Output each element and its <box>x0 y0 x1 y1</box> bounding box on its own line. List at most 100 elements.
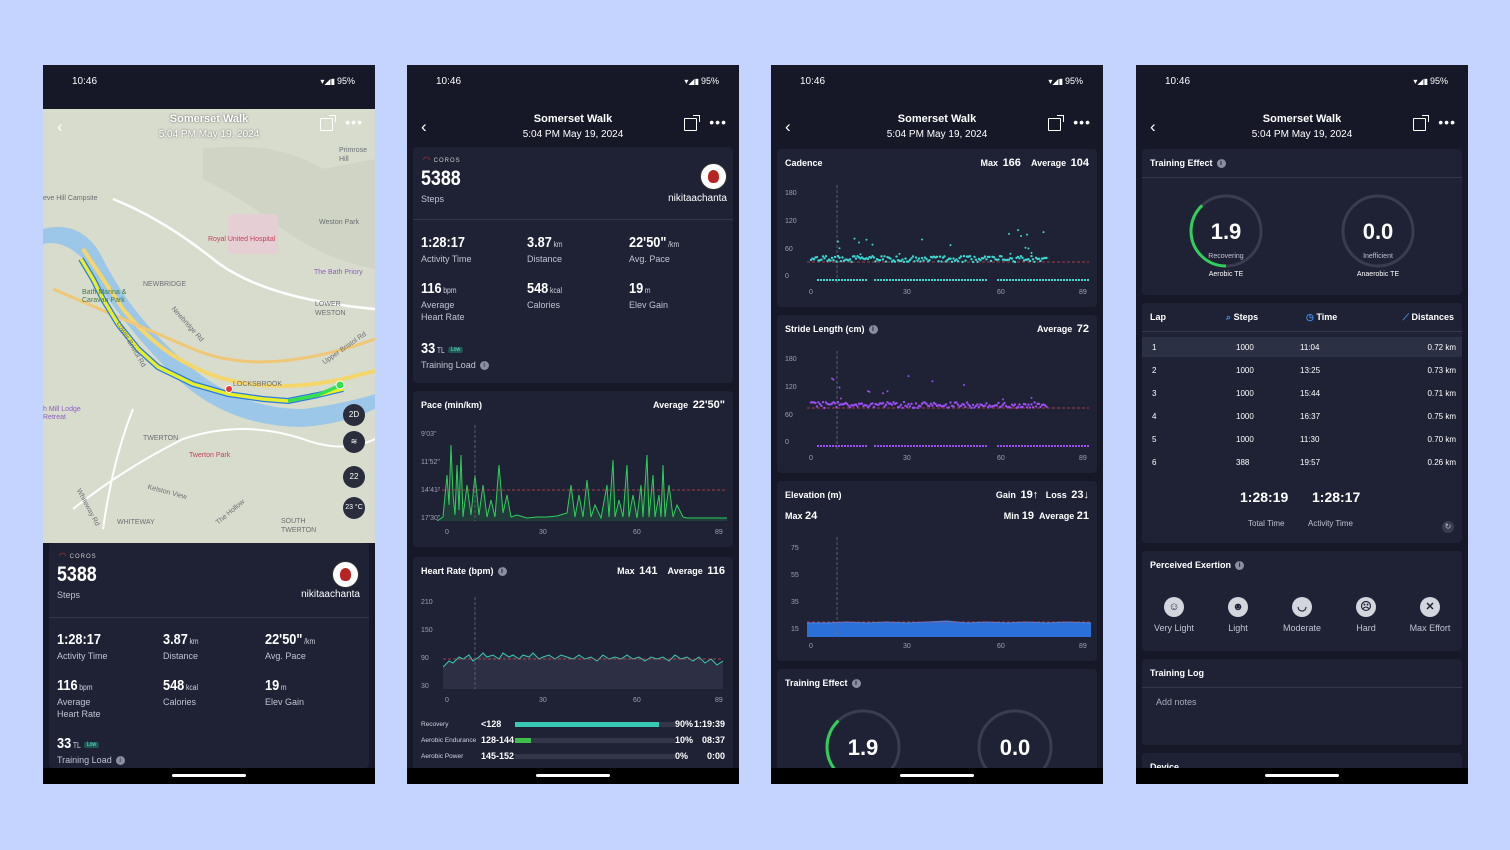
zero-point <box>997 279 999 281</box>
exertion-label: Moderate <box>1282 623 1322 633</box>
zero-point <box>820 445 822 447</box>
zero-point <box>997 445 999 447</box>
x-tick: 30 <box>903 455 911 462</box>
zero-point <box>1051 279 1053 281</box>
data-point <box>1031 258 1035 261</box>
zero-point <box>1084 279 1086 281</box>
zero-point <box>1000 445 1002 447</box>
share-icon[interactable] <box>320 115 336 131</box>
table-row[interactable]: 1 1000 11:04 0.72 km <box>1142 337 1462 357</box>
zero-point <box>1087 445 1089 447</box>
data-point <box>958 256 961 260</box>
layers-button[interactable]: ≋ <box>343 431 365 453</box>
status-icons: ▾◢▮ 95% <box>1413 76 1448 86</box>
route-map[interactable]: eve Hill Campsite Primrose Hill Royal Un… <box>43 109 375 543</box>
refresh-icon[interactable]: ↻ <box>1442 521 1454 533</box>
data-point <box>832 258 835 262</box>
y-tick: 55 <box>791 572 799 579</box>
lap-number: 6 <box>1152 458 1157 467</box>
zero-point <box>979 279 981 281</box>
tab-distances[interactable]: ⟋ Distances <box>1402 312 1454 322</box>
data-point <box>1013 260 1017 264</box>
heart-rate-map-button[interactable]: 22 <box>343 466 365 488</box>
table-row[interactable]: 3 1000 15:44 0.71 km <box>1142 383 1462 403</box>
zero-point <box>937 445 939 447</box>
table-row[interactable]: 5 1000 11:30 0.70 km <box>1142 429 1462 449</box>
steps-value: 5388 <box>57 563 97 586</box>
info-icon[interactable]: i <box>479 361 489 370</box>
data-point <box>878 259 882 262</box>
zero-point <box>892 445 894 447</box>
tab-steps[interactable]: ⌕ Steps <box>1226 312 1259 322</box>
info-icon[interactable]: i <box>115 756 125 765</box>
avatar[interactable] <box>700 163 727 190</box>
zero-point <box>1078 279 1080 281</box>
view-2d-button[interactable]: 2D <box>343 404 365 426</box>
data-point <box>908 258 912 262</box>
info-icon[interactable]: i <box>1235 561 1245 570</box>
zero-point <box>1066 279 1068 281</box>
zero-point <box>1018 279 1020 281</box>
map-label: Twerton Park <box>189 452 231 459</box>
y-tick: 14'41" <box>421 487 441 494</box>
share-icon[interactable] <box>684 115 700 131</box>
training-notes-input[interactable]: Add notes <box>1156 697 1197 707</box>
back-icon[interactable]: ‹ <box>421 117 427 136</box>
data-point <box>931 380 934 383</box>
battery-percent: 95% <box>700 76 719 86</box>
pace-series-line <box>437 444 727 521</box>
table-row[interactable]: 6 388 19:57 0.26 km <box>1142 452 1462 472</box>
table-row[interactable]: 2 1000 13:25 0.73 km <box>1142 360 1462 380</box>
data-point <box>829 259 832 262</box>
zone-bar-track <box>515 722 675 727</box>
zero-point <box>967 279 969 281</box>
info-icon[interactable]: i <box>851 679 861 688</box>
share-icon[interactable] <box>1048 115 1064 131</box>
data-point <box>913 406 916 409</box>
back-icon[interactable]: ‹ <box>1150 117 1156 136</box>
info-icon[interactable]: i <box>497 567 507 576</box>
more-options-icon[interactable]: ••• <box>345 114 363 130</box>
more-options-icon[interactable]: ••• <box>1073 114 1091 130</box>
data-point <box>983 404 987 407</box>
zero-point <box>865 445 867 447</box>
share-icon[interactable] <box>1413 115 1429 131</box>
info-icon[interactable]: i <box>1216 159 1226 168</box>
zero-point <box>940 445 942 447</box>
temperature-button[interactable]: 23 °C <box>343 497 365 519</box>
table-row[interactable]: 4 1000 16:37 0.75 km <box>1142 406 1462 426</box>
more-options-icon[interactable]: ••• <box>1438 114 1456 130</box>
zone-range: 128-144 <box>481 735 515 745</box>
tab-time[interactable]: ◷ Time <box>1306 312 1338 322</box>
anaerobic-te-status: Inefficient <box>1363 253 1393 260</box>
data-point <box>838 247 841 250</box>
back-icon[interactable]: ‹ <box>785 117 791 136</box>
zero-point <box>823 279 825 281</box>
zero-point <box>973 445 975 447</box>
zero-point <box>853 279 855 281</box>
zero-point <box>1024 279 1026 281</box>
status-time: 10:46 <box>72 76 98 87</box>
data-point <box>848 406 852 409</box>
zero-point <box>844 279 846 281</box>
data-point <box>1020 235 1022 238</box>
back-icon[interactable]: ‹ <box>57 117 63 136</box>
y-tick: 60 <box>785 246 793 253</box>
data-point <box>1030 403 1033 406</box>
zero-point <box>958 279 960 281</box>
zero-point <box>901 279 903 281</box>
zero-point <box>1006 279 1008 281</box>
zone-range: 145-152 <box>481 751 515 761</box>
data-point <box>982 257 985 260</box>
zone-name: Recovery <box>421 721 449 728</box>
data-point <box>1008 232 1010 235</box>
avatar[interactable] <box>332 561 359 588</box>
data-point <box>1027 258 1030 261</box>
data-point <box>965 401 969 404</box>
info-icon[interactable]: i <box>868 325 878 334</box>
pace-chart-title: Pace (min/km) <box>421 400 483 410</box>
y-tick: 35 <box>791 599 799 606</box>
more-options-icon[interactable]: ••• <box>709 114 727 130</box>
data-point <box>856 405 859 408</box>
data-point <box>835 260 838 263</box>
